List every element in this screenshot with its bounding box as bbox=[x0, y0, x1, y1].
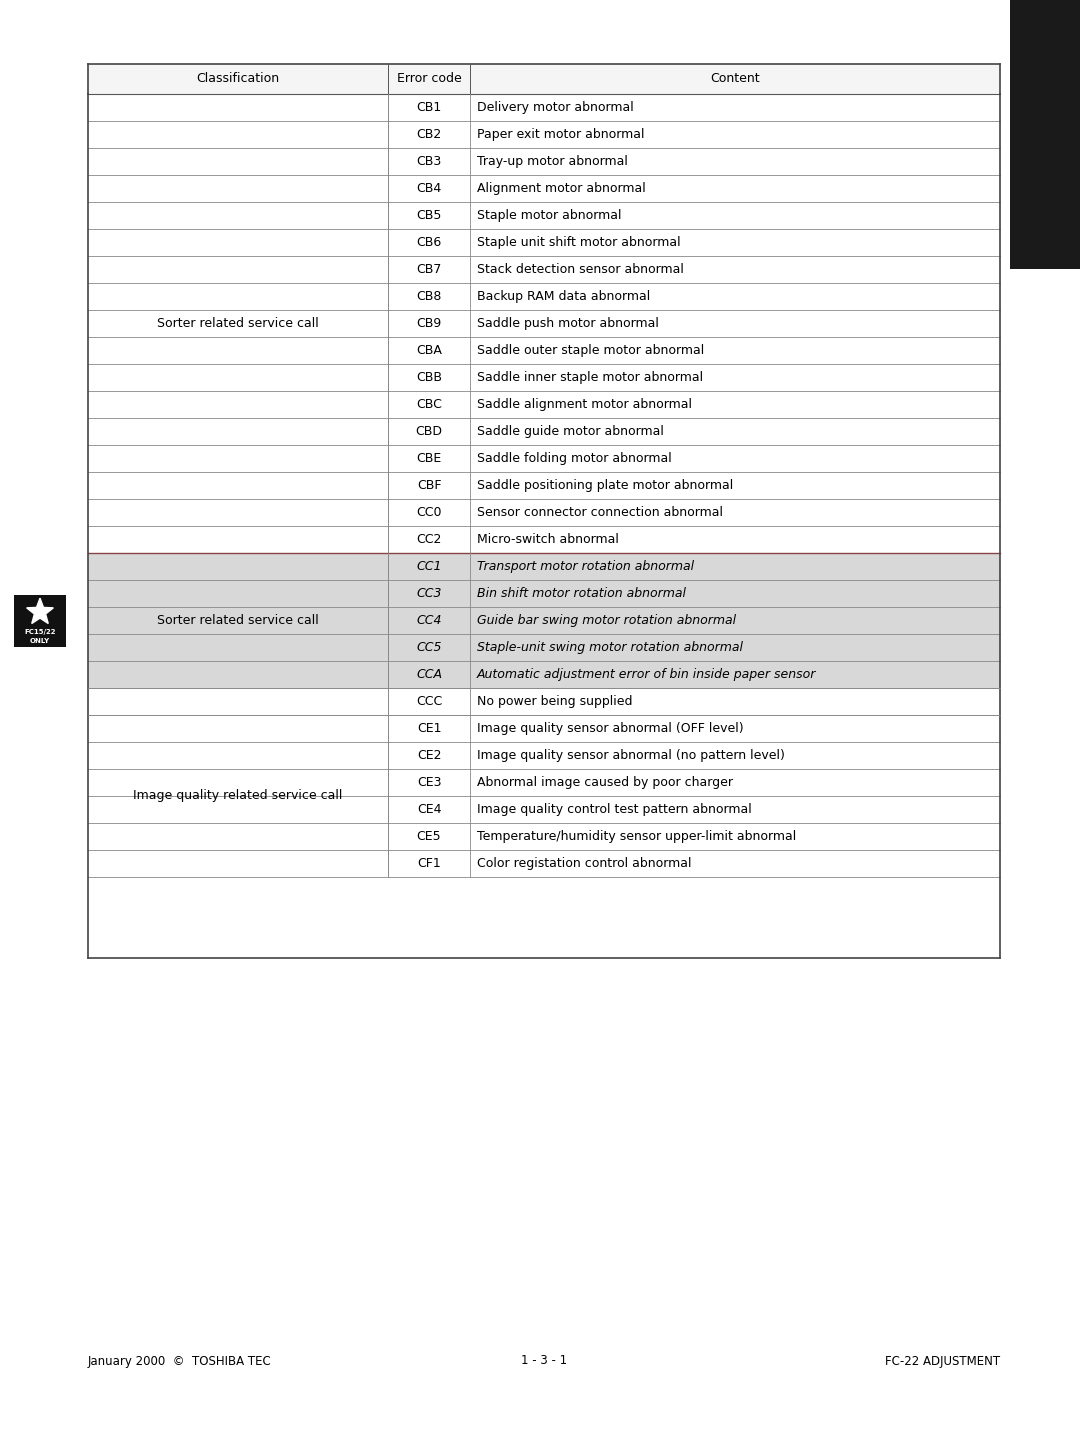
Text: CB8: CB8 bbox=[416, 291, 442, 304]
Text: Alignment motor abnormal: Alignment motor abnormal bbox=[477, 181, 646, 196]
Bar bbox=[87, 553, 1000, 688]
Text: Bin shift motor rotation abnormal: Bin shift motor rotation abnormal bbox=[477, 587, 686, 600]
Text: CCC: CCC bbox=[416, 695, 442, 708]
Text: Content: Content bbox=[711, 72, 760, 85]
Text: Image quality sensor abnormal (no pattern level): Image quality sensor abnormal (no patter… bbox=[477, 750, 785, 763]
Bar bbox=[14, 594, 66, 646]
Text: CB6: CB6 bbox=[417, 236, 442, 249]
Text: Error code: Error code bbox=[396, 72, 461, 85]
Text: Sorter related service call: Sorter related service call bbox=[157, 317, 319, 330]
Text: CCA: CCA bbox=[416, 668, 442, 681]
Text: CE5: CE5 bbox=[417, 830, 442, 843]
Text: CC3: CC3 bbox=[416, 587, 442, 600]
Text: CBF: CBF bbox=[417, 479, 442, 492]
Text: CBA: CBA bbox=[416, 344, 442, 357]
Text: Paper exit motor abnormal: Paper exit motor abnormal bbox=[477, 128, 645, 141]
Text: Staple unit shift motor abnormal: Staple unit shift motor abnormal bbox=[477, 236, 680, 249]
Text: Sensor connector connection abnormal: Sensor connector connection abnormal bbox=[477, 507, 723, 519]
Text: Saddle guide motor abnormal: Saddle guide motor abnormal bbox=[477, 425, 664, 437]
Text: Backup RAM data abnormal: Backup RAM data abnormal bbox=[477, 291, 650, 304]
Text: CE1: CE1 bbox=[417, 722, 442, 735]
Text: Color registation control abnormal: Color registation control abnormal bbox=[477, 858, 691, 871]
Text: CB9: CB9 bbox=[417, 317, 442, 330]
Text: ONLY: ONLY bbox=[30, 637, 50, 643]
Text: CB7: CB7 bbox=[416, 263, 442, 276]
Text: January 2000  ©  TOSHIBA TEC: January 2000 © TOSHIBA TEC bbox=[87, 1354, 272, 1367]
Text: Temperature/humidity sensor upper-limit abnormal: Temperature/humidity sensor upper-limit … bbox=[477, 830, 796, 843]
Text: Saddle push motor abnormal: Saddle push motor abnormal bbox=[477, 317, 659, 330]
Text: CE2: CE2 bbox=[417, 750, 442, 763]
Bar bbox=[1010, 0, 1080, 269]
Text: CBC: CBC bbox=[416, 399, 442, 412]
Bar bbox=[87, 94, 1000, 553]
Text: 1 - 3 - 1: 1 - 3 - 1 bbox=[521, 1354, 567, 1367]
Text: Transport motor rotation abnormal: Transport motor rotation abnormal bbox=[477, 560, 694, 573]
Text: CB1: CB1 bbox=[417, 101, 442, 114]
Text: Saddle positioning plate motor abnormal: Saddle positioning plate motor abnormal bbox=[477, 479, 733, 492]
Text: Tray-up motor abnormal: Tray-up motor abnormal bbox=[477, 155, 627, 168]
Bar bbox=[87, 715, 1000, 876]
Bar bbox=[87, 876, 1000, 958]
Text: Image quality sensor abnormal (OFF level): Image quality sensor abnormal (OFF level… bbox=[477, 722, 744, 735]
Bar bbox=[87, 63, 1000, 94]
Text: Micro-switch abnormal: Micro-switch abnormal bbox=[477, 532, 619, 545]
Polygon shape bbox=[27, 599, 53, 623]
Text: CBE: CBE bbox=[417, 452, 442, 465]
Text: Image quality control test pattern abnormal: Image quality control test pattern abnor… bbox=[477, 803, 752, 816]
Text: CB4: CB4 bbox=[417, 181, 442, 196]
Text: Stack detection sensor abnormal: Stack detection sensor abnormal bbox=[477, 263, 684, 276]
Text: Guide bar swing motor rotation abnormal: Guide bar swing motor rotation abnormal bbox=[477, 614, 737, 627]
Text: CF1: CF1 bbox=[417, 858, 441, 871]
Text: CB5: CB5 bbox=[416, 209, 442, 222]
Text: CC5: CC5 bbox=[416, 640, 442, 653]
Text: CC1: CC1 bbox=[416, 560, 442, 573]
Text: CC0: CC0 bbox=[416, 507, 442, 519]
Text: FC-22 ADJUSTMENT: FC-22 ADJUSTMENT bbox=[885, 1354, 1000, 1367]
Text: Delivery motor abnormal: Delivery motor abnormal bbox=[477, 101, 634, 114]
Text: CBD: CBD bbox=[416, 425, 443, 437]
Text: CB3: CB3 bbox=[417, 155, 442, 168]
Text: CC2: CC2 bbox=[416, 532, 442, 545]
Text: Abnormal image caused by poor charger: Abnormal image caused by poor charger bbox=[477, 776, 733, 789]
Text: CE3: CE3 bbox=[417, 776, 442, 789]
Text: CBB: CBB bbox=[416, 371, 442, 384]
Text: Staple motor abnormal: Staple motor abnormal bbox=[477, 209, 621, 222]
Text: CE4: CE4 bbox=[417, 803, 442, 816]
Bar bbox=[87, 688, 1000, 715]
Text: Automatic adjustment error of bin inside paper sensor: Automatic adjustment error of bin inside… bbox=[477, 668, 816, 681]
Text: CB2: CB2 bbox=[417, 128, 442, 141]
Text: No power being supplied: No power being supplied bbox=[477, 695, 633, 708]
Text: Classification: Classification bbox=[197, 72, 280, 85]
Text: Image quality related service call: Image quality related service call bbox=[133, 790, 342, 803]
Text: CC4: CC4 bbox=[416, 614, 442, 627]
Text: Staple-unit swing motor rotation abnormal: Staple-unit swing motor rotation abnorma… bbox=[477, 640, 743, 653]
Text: Saddle inner staple motor abnormal: Saddle inner staple motor abnormal bbox=[477, 371, 703, 384]
Text: Saddle outer staple motor abnormal: Saddle outer staple motor abnormal bbox=[477, 344, 704, 357]
Text: FC15/22: FC15/22 bbox=[24, 629, 56, 635]
Text: Sorter related service call: Sorter related service call bbox=[157, 614, 319, 627]
Text: Saddle folding motor abnormal: Saddle folding motor abnormal bbox=[477, 452, 672, 465]
Text: Saddle alignment motor abnormal: Saddle alignment motor abnormal bbox=[477, 399, 692, 412]
